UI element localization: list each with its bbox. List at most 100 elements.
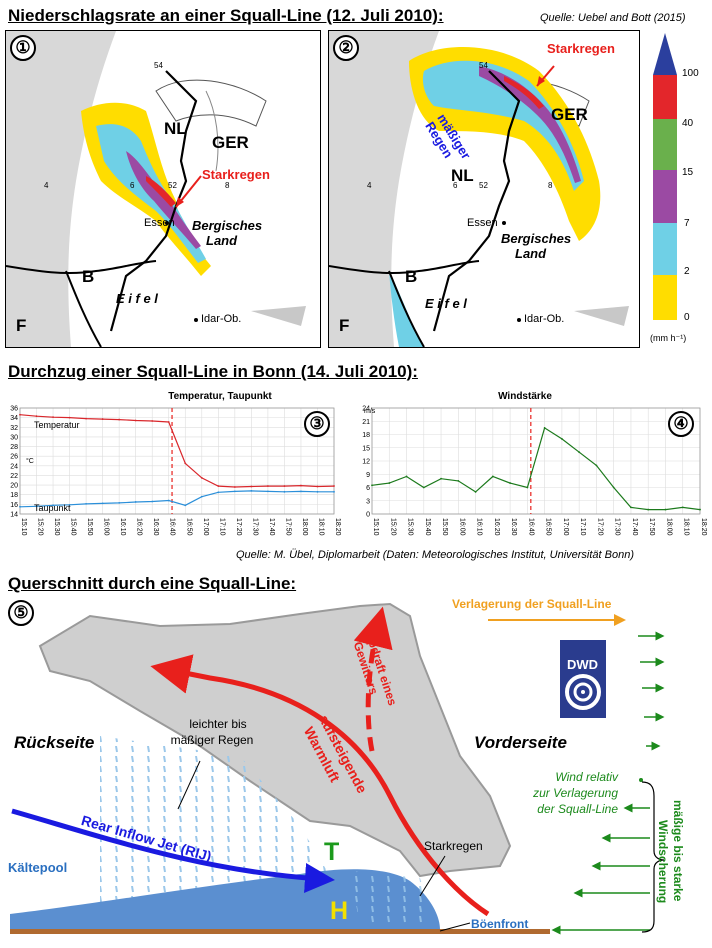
map1-label-eifel: E i f e l — [116, 291, 158, 306]
section3-number: ⑤ — [8, 600, 34, 626]
chart3-series-0-point — [333, 485, 335, 487]
chart3-series-0-point — [101, 418, 104, 420]
chart4-plot-frame — [371, 407, 701, 515]
chart4-series-0-point — [647, 508, 650, 511]
label-wind-relativ-3: der Squall-Line — [537, 802, 618, 816]
map1-label-nl: NL — [164, 119, 187, 138]
chart4-series-0-point — [681, 506, 684, 509]
chart3-ytick-label: 34 — [10, 415, 18, 422]
chart3-series-0-point — [167, 421, 170, 423]
chart3-xtick-label: 16:10 — [119, 518, 126, 536]
colorbar-label-0: 0 — [684, 312, 690, 323]
radar-map-1: ① NL GER B F Starkregen Essen Bergisches… — [5, 30, 321, 348]
chart3-series-1-point — [134, 501, 137, 503]
chart3-ytick-label: 20 — [10, 483, 18, 490]
chart3-series-1-line — [19, 490, 334, 508]
map1-label-bergisches: Bergisches — [192, 218, 263, 233]
chart3-series-0-point — [316, 485, 319, 488]
chart4-ytick-label: 0 — [366, 512, 370, 519]
map2-label-f: F — [339, 316, 350, 335]
chart3-series-1-point — [184, 504, 187, 507]
chart4-xtick-label: 15:10 — [372, 518, 379, 536]
chart3-series-0-point — [134, 419, 137, 422]
map2-label-nl: NL — [451, 166, 474, 185]
chart4-xtick-label: 16:30 — [510, 518, 517, 536]
chart4-series-0-point — [595, 464, 598, 467]
chart3-xtick-label: 15:50 — [86, 518, 93, 536]
chart3-title: Temperatur, Taupunkt — [168, 391, 272, 402]
label-wind-relativ-1: Wind relativ — [555, 770, 618, 784]
map1-lon4: 4 — [44, 181, 49, 190]
chart3-series-0-point — [184, 462, 187, 465]
chart4-series-0-point — [440, 477, 442, 480]
chart4-xtick-label: 15:20 — [389, 518, 396, 536]
chart4-series-0-point — [388, 482, 391, 484]
map2-lat54: 54 — [479, 61, 488, 70]
chart3-xtick-label: 17:10 — [218, 518, 225, 536]
label-windscherung-1: mäßige bis starke — [671, 800, 685, 902]
chart3-xtick-label: 18:00 — [301, 518, 308, 536]
chart4-series-0-point — [526, 486, 529, 489]
label-wind-relativ-2: zur Verlagerung — [533, 786, 618, 800]
chart3-series-1-point — [52, 504, 54, 507]
map2-label-land: Land — [515, 246, 547, 261]
chart4-unit: m/s — [364, 408, 376, 415]
map1-label-f: F — [16, 316, 27, 335]
chart-temperature-dewpoint: 14 16 18 20 22 24 26 28 30 32 34 36 15:10 15:20 15:30 1… — [10, 406, 341, 536]
map2-lon8: 8 — [548, 181, 553, 190]
chart3-ytick-label: 22 — [10, 473, 18, 480]
chart3-ytick-label: 16 — [10, 502, 18, 509]
chart3-series-taupunkt-label: Taupunkt — [34, 503, 71, 513]
chart3-xtick-label: 17:00 — [202, 518, 209, 536]
chart3-xtick-label: 18:20 — [334, 518, 341, 536]
map1-label-b: B — [82, 267, 95, 286]
chart3-series-0-point — [283, 485, 286, 487]
label-boenfront: Böenfront — [471, 917, 529, 931]
map1-label-starkregen: Starkregen — [202, 167, 270, 182]
chart3-unit: °C — [26, 458, 34, 465]
colorbar-label-15: 15 — [682, 167, 694, 178]
colorbar: 100 40 15 7 2 0 (mm h⁻¹) — [650, 30, 710, 350]
radar-map-2: ② NL GER B F Starkregen mäßiger Regen Es… — [328, 30, 640, 348]
chart3-series-1-point — [200, 495, 203, 498]
chart3-ytick-label: 26 — [10, 454, 18, 461]
chart3-xtick-label: 17:40 — [268, 518, 275, 536]
squall-line-cross-section — [10, 602, 665, 935]
label-tief: T — [324, 838, 340, 866]
chart4-xtick-label: 17:30 — [614, 518, 621, 536]
chart3-series-0-point — [118, 418, 121, 421]
chart3-xtick-label: 16:30 — [152, 518, 159, 536]
chart3-xtick-label: 16:00 — [103, 518, 110, 536]
map1-lon6: 6 — [130, 181, 135, 190]
colorbar-label-2: 2 — [684, 266, 690, 277]
dwd-logo-text: DWD — [567, 657, 599, 672]
chart4-xtick-label: 17:10 — [579, 518, 586, 536]
chart3-series-1-point — [68, 503, 71, 506]
chart3-series-0-line — [19, 414, 335, 488]
label-leichter-1: leichter bis — [189, 717, 247, 731]
chart3-series-1-point — [167, 499, 170, 502]
chart4-series-0-point — [491, 475, 494, 478]
chart3-series-0-point — [300, 484, 302, 487]
chart3-xtick-label: 15:20 — [37, 518, 44, 536]
label-kaeltepool: Kältepool — [8, 860, 68, 875]
chart4-series-0-point — [457, 479, 460, 482]
chart4-xtick-label: 18:20 — [700, 518, 707, 536]
chart4-xtick-label: 16:40 — [527, 518, 534, 536]
chart4-ytick-label: 6 — [366, 485, 370, 492]
label-verlagerung: Verlagerung der Squall-Line — [452, 597, 612, 611]
colorbar-unit: (mm h⁻¹) — [650, 333, 687, 343]
chart3-series-temperatur-label: Temperatur — [34, 420, 80, 430]
chart4-ytick-label: 12 — [362, 459, 370, 466]
chart4-series-0-point — [474, 491, 477, 493]
chart4-series-0-point — [509, 482, 512, 484]
label-rueckseite: Rückseite — [14, 733, 95, 752]
colorbar-graphic — [653, 33, 677, 320]
chart3-xtick-label: 16:40 — [169, 518, 176, 536]
map1-number: ① — [10, 35, 36, 61]
chart3-series-1-point — [101, 502, 104, 505]
map2-lat52: 52 — [479, 181, 488, 190]
chart3-xtick-label: 18:10 — [317, 518, 324, 536]
chart3-series-0-point — [85, 417, 88, 420]
chart4-xtick-label: 15:40 — [424, 518, 431, 536]
